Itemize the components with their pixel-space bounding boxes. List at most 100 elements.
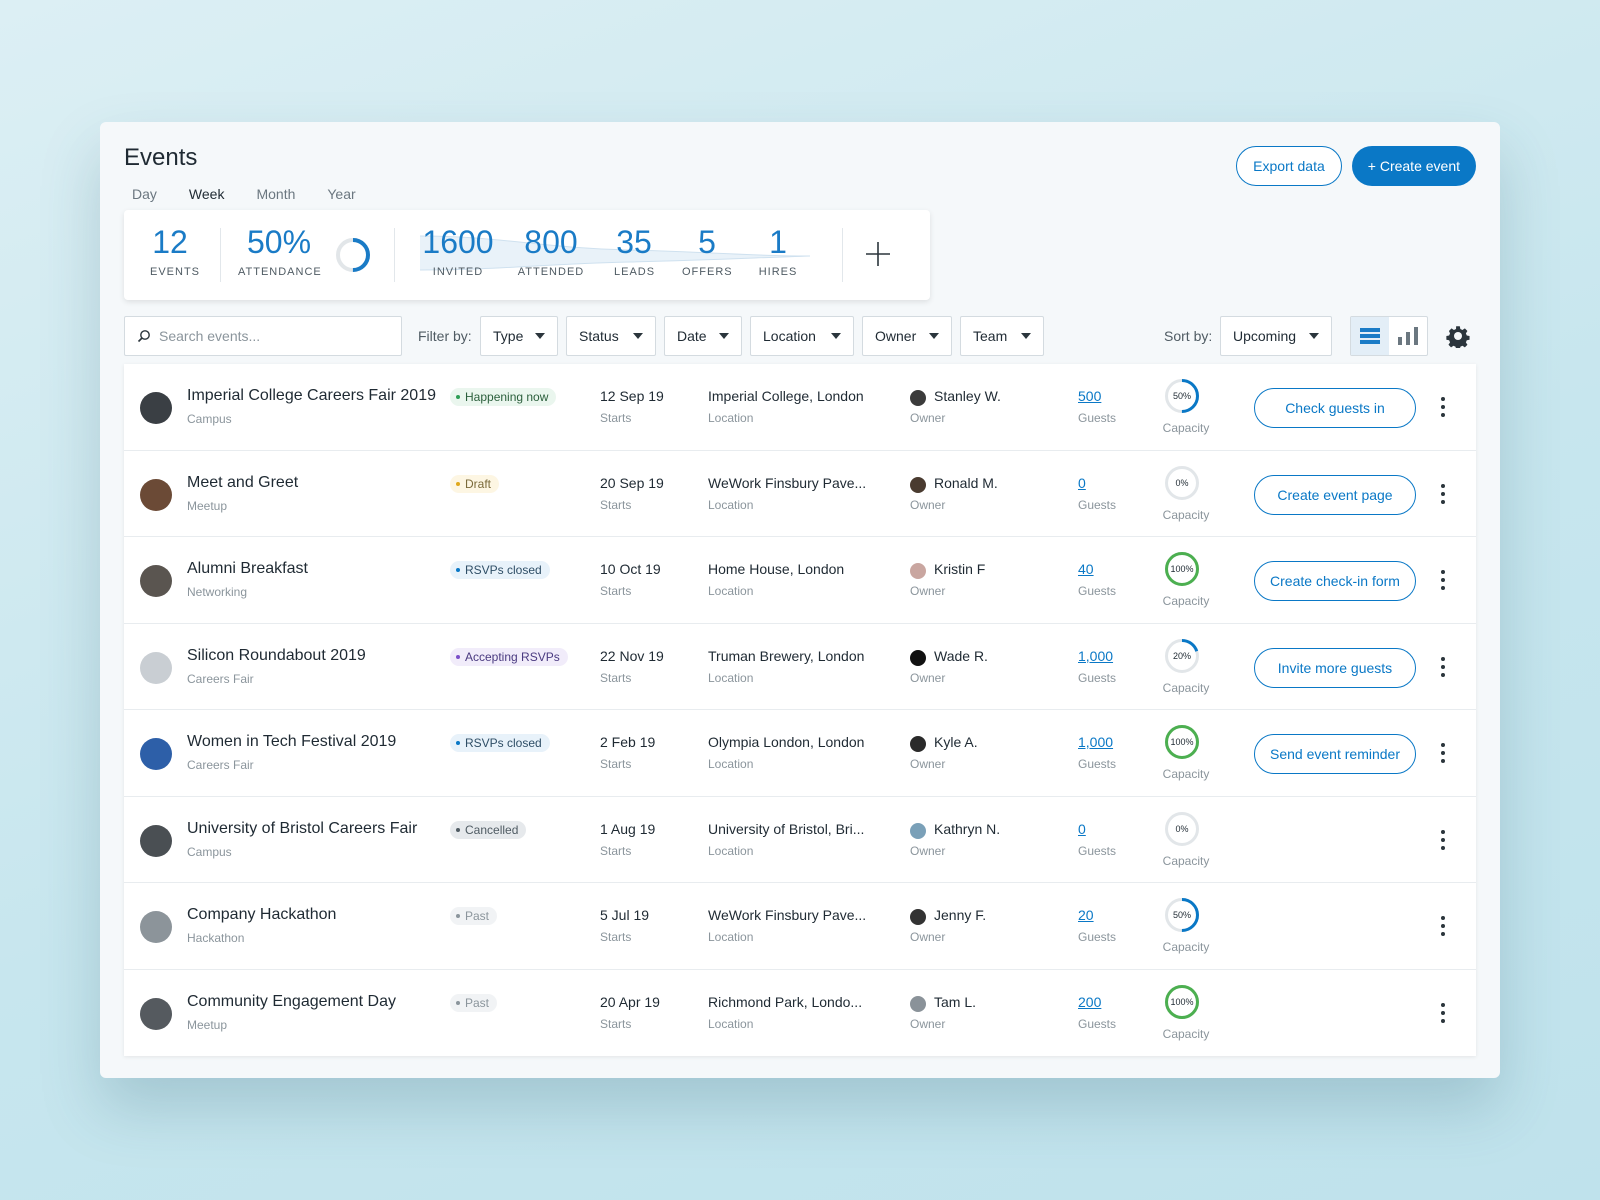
- table-row[interactable]: Imperial College Careers Fair 2019 Campus…: [124, 364, 1476, 451]
- events-table: Imperial College Careers Fair 2019 Campus…: [124, 364, 1476, 1056]
- chevron-down-icon: [929, 333, 939, 339]
- guests-count-link[interactable]: 500: [1078, 388, 1102, 404]
- capacity-label: Capacity: [1162, 680, 1210, 695]
- chevron-down-icon: [1309, 333, 1319, 339]
- filter-location-dropdown[interactable]: Location: [750, 316, 854, 356]
- event-name[interactable]: Company Hackathon: [187, 906, 337, 923]
- tab-month[interactable]: Month: [256, 186, 296, 202]
- event-name[interactable]: Meet and Greet: [187, 473, 299, 491]
- stat-hires-label: HIRES: [758, 266, 798, 278]
- chart-view-button[interactable]: [1389, 317, 1427, 355]
- capacity-ring-icon: 100%: [1165, 984, 1199, 1019]
- search-input[interactable]: [159, 328, 379, 344]
- filter-owner-label: Owner: [875, 328, 917, 344]
- guests-count-link[interactable]: 0: [1078, 820, 1086, 837]
- row-action-button[interactable]: Check guests in: [1254, 388, 1416, 428]
- event-avatar: [140, 911, 172, 943]
- add-stat-plus-icon[interactable]: [860, 236, 896, 272]
- starts-label: Starts: [600, 670, 632, 685]
- chevron-down-icon: [633, 333, 643, 339]
- events-panel: Events Day Week Month Year Export data +…: [100, 122, 1500, 1078]
- row-action-button[interactable]: Create event page: [1254, 474, 1416, 515]
- owner-label: Owner: [910, 1016, 946, 1031]
- owner-label: Owner: [910, 843, 946, 858]
- event-avatar: [140, 651, 172, 684]
- owner-name: Tam L.: [934, 993, 977, 1010]
- capacity-value: 100%: [1170, 564, 1193, 574]
- table-row[interactable]: Silicon Roundabout 2019 Careers Fair Accep…: [124, 624, 1476, 710]
- event-avatar: [140, 738, 172, 770]
- funnel-graphic-icon: [420, 235, 810, 271]
- event-type: Careers Fair: [187, 758, 254, 772]
- divider: [842, 228, 843, 282]
- filter-owner-dropdown[interactable]: Owner: [862, 316, 952, 356]
- filter-status-dropdown[interactable]: Status: [566, 316, 656, 356]
- location-label: Location: [708, 757, 754, 771]
- event-name[interactable]: Silicon Roundabout 2019: [187, 646, 366, 664]
- table-row[interactable]: University of Bristol Careers Fair Campus…: [124, 797, 1476, 883]
- status-text: Past: [465, 909, 490, 923]
- sort-label: Sort by:: [1164, 328, 1213, 344]
- gear-icon[interactable]: [1446, 324, 1470, 348]
- table-row[interactable]: Women in Tech Festival 2019 Careers Fair R…: [124, 710, 1476, 797]
- page-title: Events: [124, 144, 198, 171]
- tab-year[interactable]: Year: [327, 186, 356, 202]
- guests-count-link[interactable]: 1,000: [1078, 647, 1114, 664]
- event-avatar: [140, 478, 172, 511]
- sort-dropdown[interactable]: Upcoming: [1220, 316, 1332, 356]
- status-dot-icon: [456, 395, 460, 399]
- starts-label: Starts: [600, 930, 632, 944]
- stat-offers-value: 5: [698, 224, 716, 260]
- event-name[interactable]: Alumni Breakfast: [187, 560, 308, 577]
- tab-day[interactable]: Day: [132, 186, 157, 202]
- filter-type-dropdown[interactable]: Type: [480, 316, 558, 356]
- event-name[interactable]: Women in Tech Festival 2019: [187, 733, 397, 750]
- guests-count-link[interactable]: 200: [1078, 993, 1102, 1010]
- capacity-value: 100%: [1170, 737, 1193, 747]
- more-options-icon[interactable]: [1434, 1000, 1452, 1026]
- event-name[interactable]: Imperial College Careers Fair 2019: [187, 387, 436, 404]
- guests-count-link[interactable]: 20: [1078, 907, 1094, 923]
- tab-week[interactable]: Week: [180, 184, 233, 212]
- row-action-button[interactable]: Invite more guests: [1254, 647, 1416, 688]
- owner-label: Owner: [910, 757, 946, 771]
- filter-team-dropdown[interactable]: Team: [960, 316, 1044, 356]
- more-options-icon[interactable]: [1434, 913, 1452, 939]
- toolbar: Filter by: Type Status Date Location Own…: [124, 316, 1476, 356]
- more-options-icon[interactable]: [1434, 654, 1452, 680]
- table-row[interactable]: Community Engagement Day Meetup Past 20 Apr…: [124, 970, 1476, 1057]
- table-row[interactable]: Company Hackathon Hackathon Past 5 Jul 19 St…: [124, 883, 1476, 970]
- table-row[interactable]: Alumni Breakfast Networking RSVPs closed 10…: [124, 537, 1476, 624]
- stat-events: 12 EVENTS: [150, 224, 199, 278]
- capacity-label: Capacity: [1162, 940, 1210, 954]
- create-event-button[interactable]: + Create event: [1351, 146, 1476, 186]
- export-data-button[interactable]: Export data: [1236, 146, 1342, 186]
- guests-label: Guests: [1078, 584, 1117, 598]
- row-action-button[interactable]: Create check-in form: [1254, 561, 1416, 601]
- guests-count-link[interactable]: 40: [1078, 561, 1094, 577]
- filter-type-label: Type: [493, 328, 524, 344]
- guests-count-link[interactable]: 1,000: [1078, 734, 1114, 750]
- starts-label: Starts: [600, 757, 632, 771]
- guests-count-link[interactable]: 0: [1078, 474, 1086, 491]
- search-box[interactable]: [124, 316, 402, 356]
- row-action-button[interactable]: Send event reminder: [1254, 734, 1416, 774]
- capacity-ring-icon: 0%: [1165, 811, 1199, 846]
- more-options-icon[interactable]: [1434, 481, 1452, 507]
- more-options-icon[interactable]: [1434, 740, 1452, 766]
- owner-avatar: [910, 563, 926, 579]
- capacity-arc: [1165, 898, 1199, 932]
- guests-label: Guests: [1078, 670, 1117, 685]
- event-type: Networking: [187, 585, 248, 599]
- event-name[interactable]: University of Bristol Careers Fair: [187, 819, 418, 837]
- more-options-icon[interactable]: [1434, 394, 1452, 420]
- list-view-button[interactable]: [1351, 317, 1389, 355]
- filter-date-dropdown[interactable]: Date: [664, 316, 742, 356]
- more-options-icon[interactable]: [1434, 827, 1452, 853]
- capacity-label: Capacity: [1162, 421, 1210, 435]
- owner-avatar: [910, 909, 926, 925]
- event-avatar: [140, 392, 172, 424]
- more-options-icon[interactable]: [1434, 567, 1452, 593]
- event-name[interactable]: Community Engagement Day: [187, 992, 396, 1010]
- table-row[interactable]: Meet and Greet Meetup Draft 20 Sep 19 Starts…: [124, 451, 1476, 537]
